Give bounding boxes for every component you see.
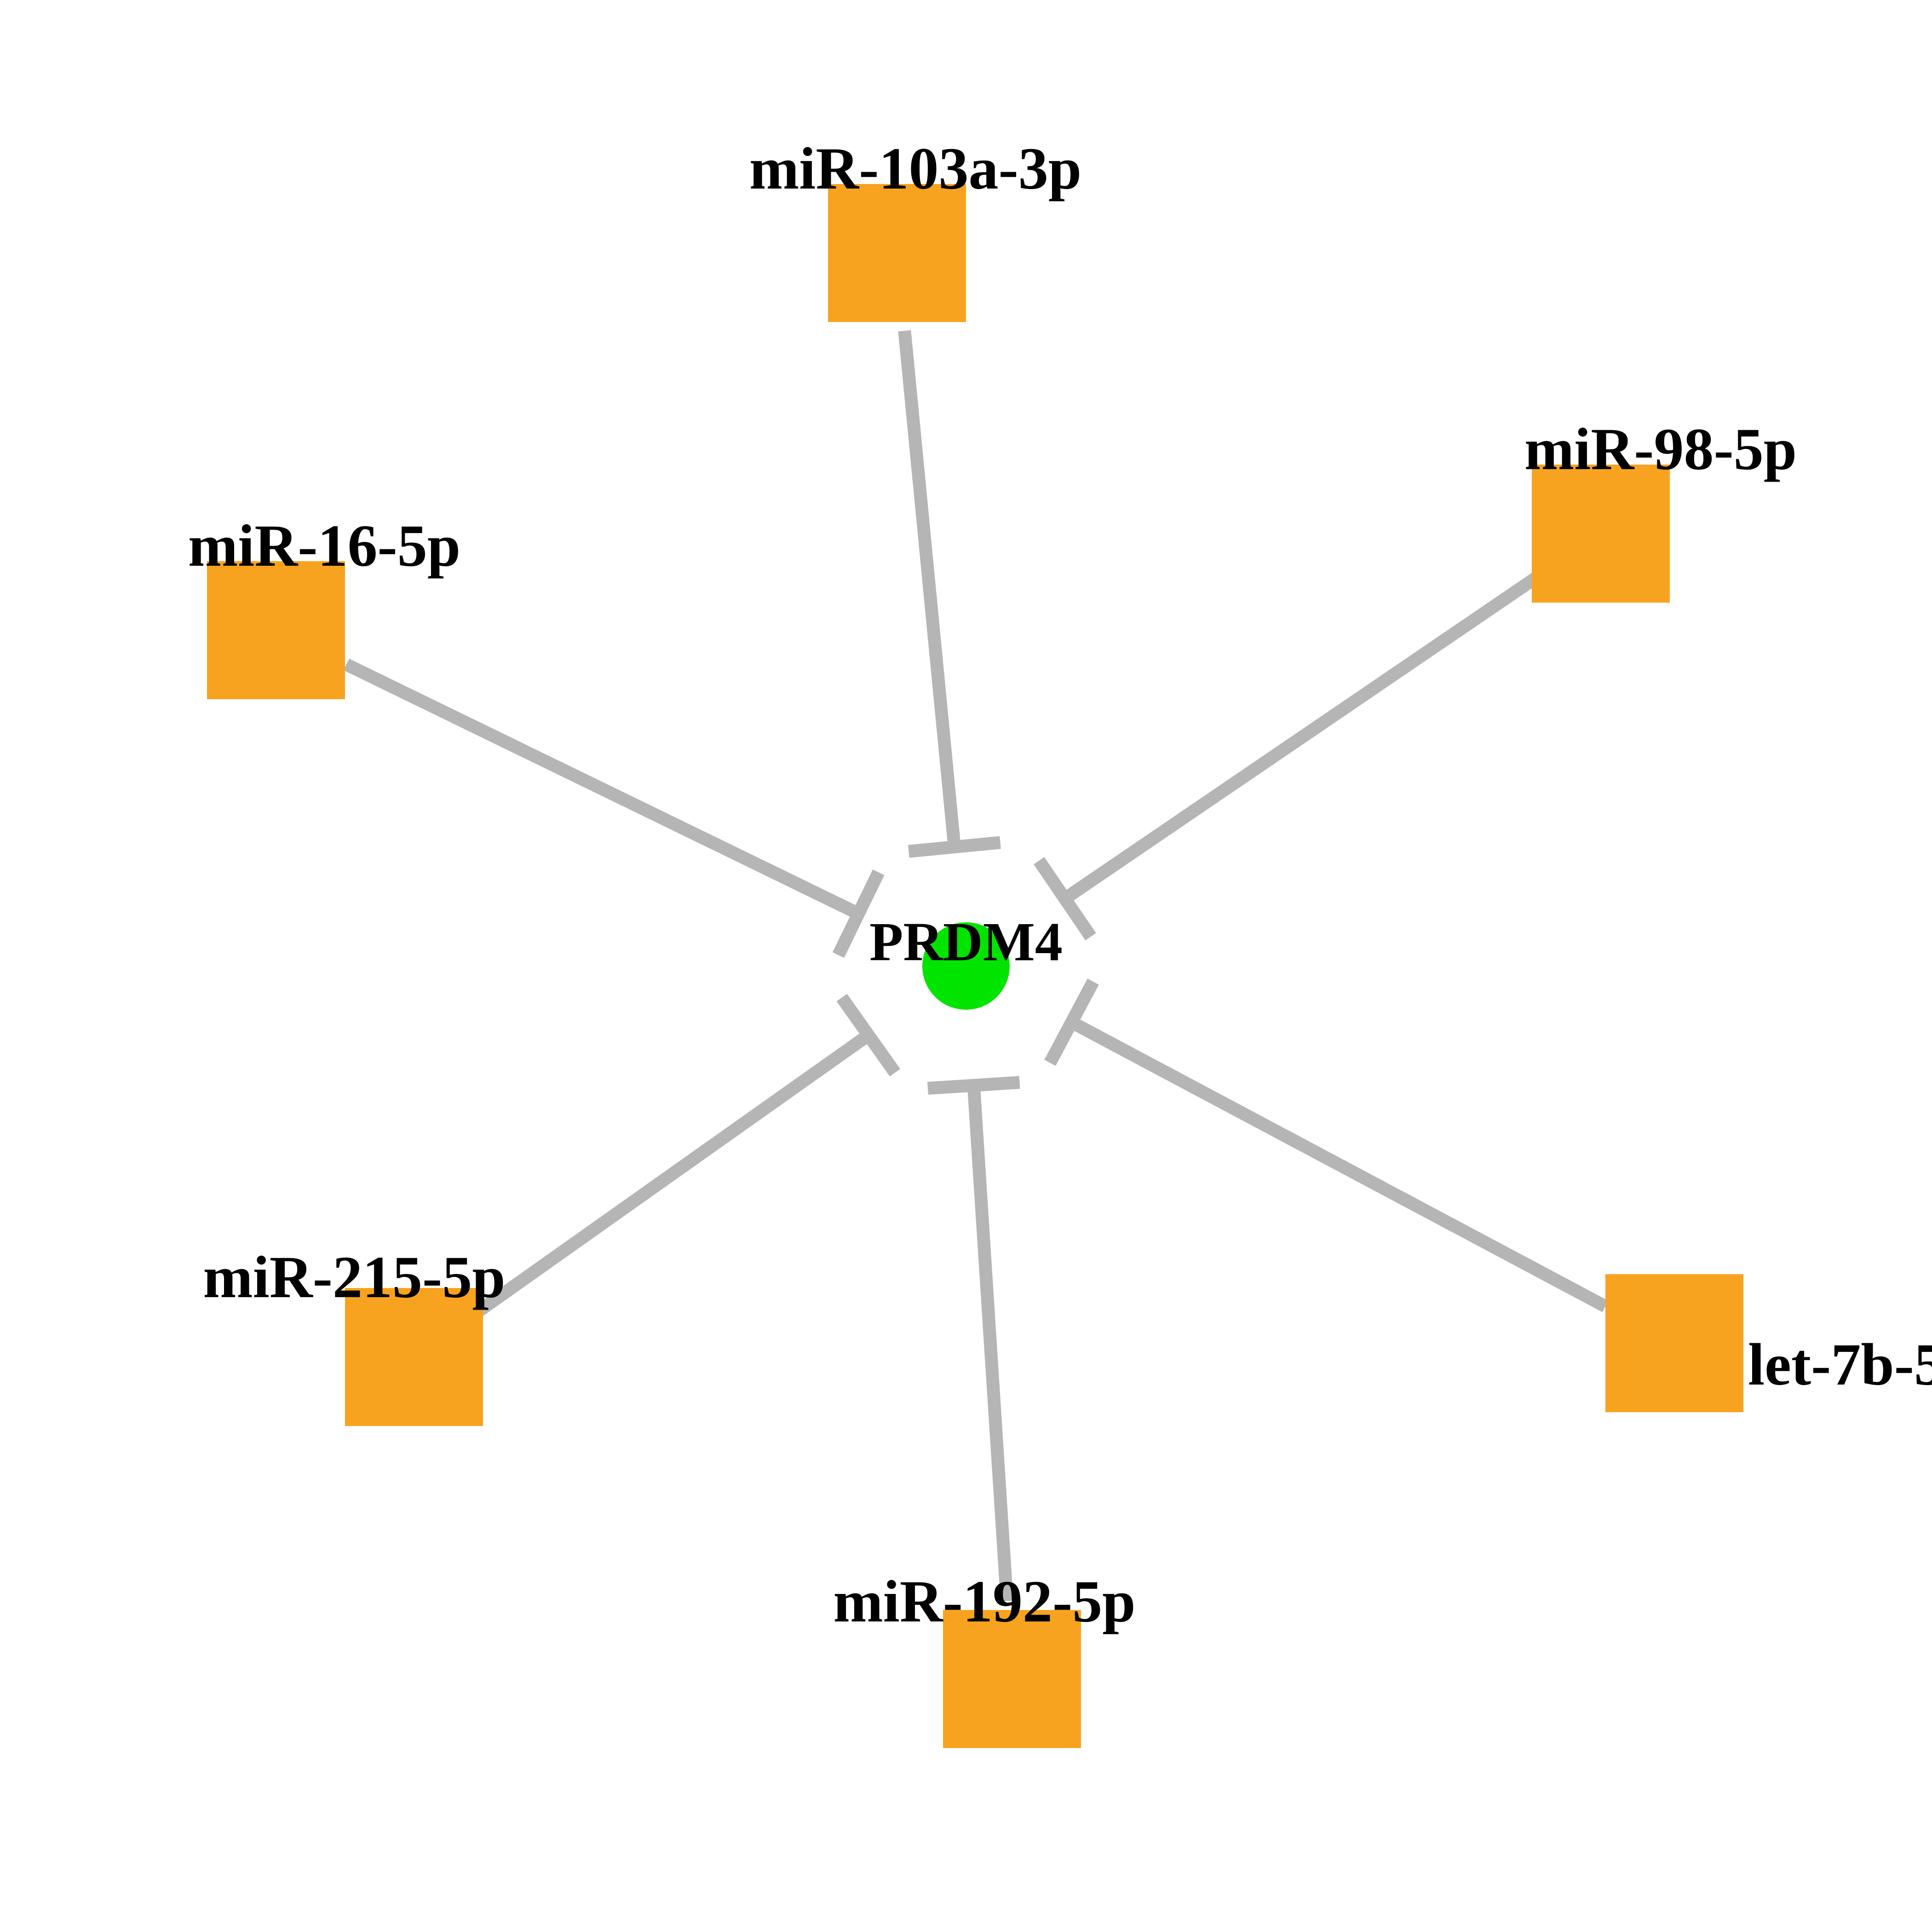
mirna-node-label: miR-103a-3p [749,136,1081,202]
edge-inhibitor-bar [908,843,1000,851]
mirna-node-label: miR-192-5p [833,1569,1135,1635]
mirna-node-label: miR-215-5p [203,1244,505,1311]
mirna-node-label: let-7b-5p [1748,1332,1932,1398]
mirna-node [828,184,966,322]
mirna-node [1532,465,1670,603]
network-diagram: miR-103a-3p miR-98-5p let-7b-5p miR-192-5p m… [0,0,1932,1932]
mirna-node-label: miR-16-5p [188,513,460,579]
mirna-node [1605,1274,1743,1412]
center-gene-label: PRDM4 [869,911,1063,972]
mirna-node [207,561,345,699]
edge-inhibitor-bar [928,1082,1020,1088]
mirna-node-label: miR-98-5p [1524,416,1797,483]
